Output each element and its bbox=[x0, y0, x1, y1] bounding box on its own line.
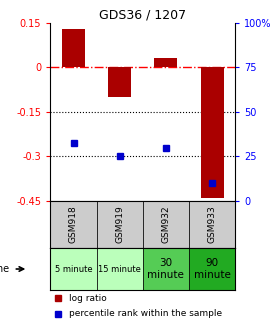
Bar bbox=[189, 248, 235, 290]
Bar bbox=[108, 67, 131, 97]
Text: percentile rank within the sample: percentile rank within the sample bbox=[69, 309, 222, 318]
Text: GSM932: GSM932 bbox=[161, 206, 171, 243]
Title: GDS36 / 1207: GDS36 / 1207 bbox=[99, 9, 186, 22]
Bar bbox=[97, 201, 143, 248]
Bar bbox=[62, 29, 85, 67]
Bar bbox=[189, 201, 235, 248]
Text: log ratio: log ratio bbox=[69, 294, 107, 303]
Bar bbox=[50, 201, 97, 248]
Bar bbox=[154, 59, 178, 67]
Text: GSM919: GSM919 bbox=[115, 206, 124, 243]
Bar bbox=[143, 248, 189, 290]
Text: 15 minute: 15 minute bbox=[98, 265, 141, 273]
Text: time: time bbox=[0, 264, 10, 274]
Text: GSM918: GSM918 bbox=[69, 206, 78, 243]
Bar bbox=[97, 248, 143, 290]
Text: 30
minute: 30 minute bbox=[148, 258, 184, 280]
Text: 5 minute: 5 minute bbox=[55, 265, 92, 273]
Bar bbox=[50, 248, 97, 290]
Bar bbox=[200, 67, 224, 198]
Text: GSM933: GSM933 bbox=[207, 206, 217, 243]
Bar bbox=[143, 201, 189, 248]
Text: 90
minute: 90 minute bbox=[194, 258, 230, 280]
